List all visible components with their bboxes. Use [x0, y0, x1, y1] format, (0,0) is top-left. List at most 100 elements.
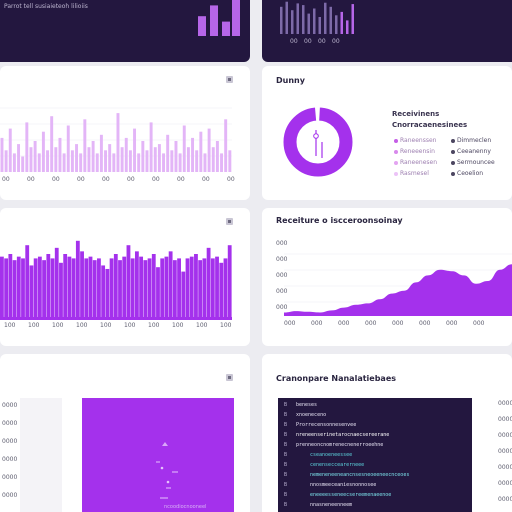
- bar-chart-bar: [33, 258, 38, 320]
- histogram-bar: [17, 144, 21, 172]
- bar-chart-bar: [54, 247, 59, 320]
- histogram-bar: [137, 153, 141, 172]
- histogram-bar: [116, 113, 120, 172]
- histogram-card: 00 00 00 00 00 00 00 00 00 00: [0, 66, 250, 200]
- menu-icon[interactable]: [226, 76, 233, 83]
- area-y-tick: 000: [276, 272, 288, 279]
- histogram-bar: [104, 150, 108, 172]
- histogram-bar: [108, 144, 112, 172]
- histogram-bar: [199, 131, 203, 172]
- code-card-side-label: 0000: [498, 496, 512, 503]
- code-line-number: B: [284, 402, 288, 408]
- donut-legend-title: Cnorracaenesinees: [392, 121, 468, 129]
- bar-chart-tick: 100: [172, 322, 184, 329]
- donut-card: Dunny Receivinens Cnorracaenesinees Rane…: [262, 66, 512, 200]
- area-x-tick: 000: [338, 320, 350, 327]
- histogram-bar: [195, 150, 199, 172]
- legend-label: Raneenesen: [400, 159, 438, 166]
- legend-label: Ceeanenny: [457, 148, 491, 155]
- histogram-tick: 00: [127, 176, 135, 183]
- histogram-bar: [157, 144, 161, 172]
- bottom-left-card: 0000 0000 0000 0000 0000 0000 ncoodiocnooneel: [0, 354, 250, 512]
- bottom-left-label: 0000: [2, 420, 18, 427]
- area-chart-card: Receiture o iscceroonsoinay 000 000 000 000…: [262, 208, 512, 346]
- histogram-tick: 00: [102, 176, 110, 183]
- menu-icon[interactable]: [226, 218, 233, 225]
- histogram-tick: 00: [152, 176, 160, 183]
- bar-chart-tick: 100: [124, 322, 136, 329]
- bar-chart-bar: [75, 240, 80, 320]
- bar-chart-tick: 100: [4, 322, 16, 329]
- bar-chart-bar: [42, 260, 46, 320]
- bar-chart-bar: [29, 265, 34, 320]
- expand-icon[interactable]: [226, 374, 233, 381]
- top-right-bar: [285, 1, 288, 34]
- bar-chart-bar: [151, 254, 156, 320]
- area-y-tick: 000: [276, 240, 288, 247]
- histogram-bar: [58, 137, 62, 172]
- code-line-text: eneeeesseneecsereemenaeenoe: [310, 492, 392, 498]
- area-x-tick: 000: [419, 320, 431, 327]
- bar-chart-bar: [67, 256, 72, 320]
- bar-chart-bar: [8, 254, 13, 320]
- bar-chart-bar: [88, 256, 93, 320]
- histogram-bars: [0, 113, 232, 172]
- code-line-text: cseanoeneessee: [310, 452, 353, 458]
- histogram-bar: [182, 125, 186, 172]
- top-right-bar: [329, 6, 332, 35]
- histogram-bar: [153, 147, 157, 172]
- bar-chart-bar: [105, 268, 110, 320]
- bar-chart-bar: [172, 260, 177, 320]
- bar-chart-bar: [92, 260, 97, 320]
- histogram-bar: [66, 125, 70, 172]
- bar-chart-bar: [202, 258, 207, 320]
- legend-label: Dimmeclen: [457, 137, 492, 144]
- bar-chart-bar: [21, 258, 25, 320]
- code-line-number: B: [284, 472, 288, 478]
- area-x-tick: 000: [392, 320, 404, 327]
- top-right-bar: [291, 10, 294, 34]
- bar-chart-card: 100 100 100 100 100 100 100 100 100 100: [0, 208, 250, 346]
- legend-label: Rasmesel: [400, 170, 429, 177]
- code-line-number: B: [284, 482, 288, 488]
- area-x-tick: 000: [473, 320, 485, 327]
- legend-swatch: [394, 139, 398, 143]
- code-line-text: nnasneneenneem: [310, 502, 353, 508]
- histogram-bar: [33, 141, 37, 172]
- histogram-bar: [99, 134, 103, 172]
- bottom-left-label: 0000: [2, 456, 18, 463]
- histogram-bar: [215, 141, 219, 172]
- legend-swatch: [394, 172, 398, 176]
- bar-chart-tick: 100: [52, 322, 64, 329]
- bar-chart-bar: [210, 258, 215, 320]
- bar-chart-bar: [16, 256, 21, 320]
- code-line-text: prenneoncnomrenecnenerroeehne: [296, 442, 384, 448]
- histogram-bar: [128, 150, 132, 172]
- histogram-bar: [178, 153, 182, 172]
- top-left-bar: [232, 0, 240, 36]
- purple-panel-text: ncoodiocnooneel: [164, 504, 207, 510]
- histogram-bar: [124, 137, 128, 172]
- bar-chart-bar: [0, 256, 4, 320]
- histogram-tick: 00: [177, 176, 185, 183]
- top-right-bar: [280, 6, 283, 35]
- top-left-bar: [198, 16, 206, 36]
- histogram-bar: [83, 119, 87, 172]
- bar-chart-bar: [50, 258, 55, 320]
- top-left-card: Parrot tell susiaieteoh lilioiis: [0, 0, 250, 62]
- code-line-number: B: [284, 432, 288, 438]
- code-line-number: B: [284, 462, 288, 468]
- legend-label: Reneeensin: [400, 148, 435, 155]
- top-right-bar: [318, 17, 321, 34]
- top-left-bar: [222, 21, 230, 36]
- histogram-bar: [41, 131, 45, 172]
- histogram-tick: 00: [27, 176, 35, 183]
- bar-chart-bar: [164, 256, 169, 320]
- top-right-bar: [307, 13, 310, 34]
- bar-chart-bar: [113, 254, 118, 320]
- histogram-bar: [87, 147, 91, 172]
- bar-chart-bar: [109, 258, 114, 320]
- bar-chart-bar: [134, 251, 139, 320]
- top-right-tick: 00: [304, 38, 312, 45]
